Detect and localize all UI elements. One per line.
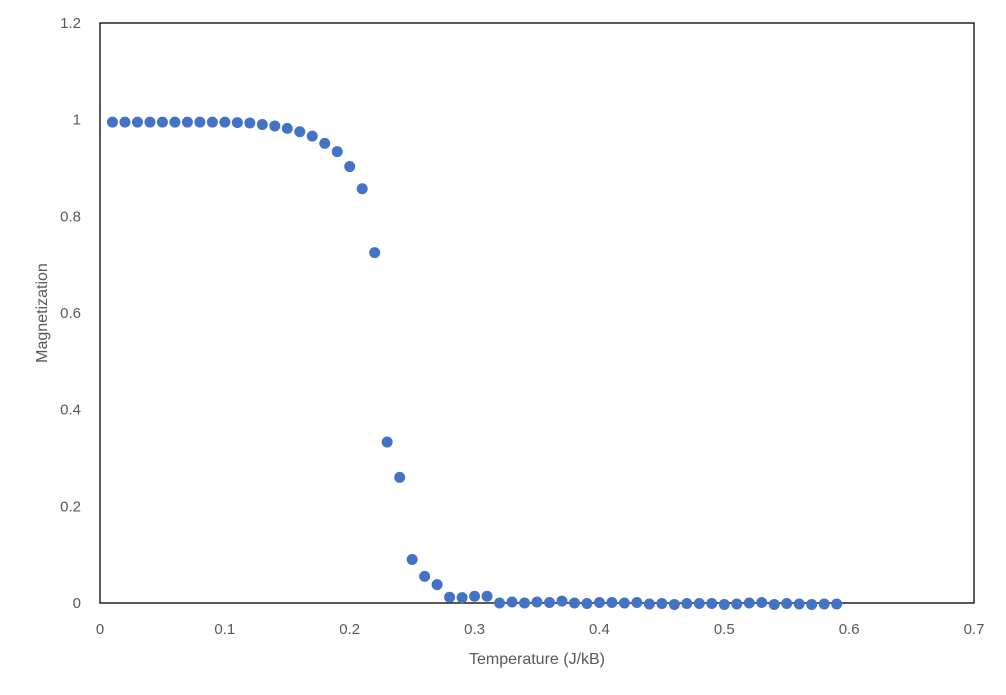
data-point bbox=[306, 130, 318, 142]
data-point bbox=[456, 592, 468, 604]
y-tick-label: 0.2 bbox=[60, 498, 81, 515]
data-point bbox=[369, 247, 381, 259]
data-point bbox=[481, 590, 493, 602]
data-point bbox=[406, 554, 418, 565]
data-point bbox=[131, 116, 143, 128]
data-point bbox=[144, 116, 156, 128]
data-point bbox=[519, 597, 531, 609]
data-point bbox=[231, 117, 243, 129]
data-point bbox=[568, 597, 580, 609]
data-point bbox=[244, 117, 256, 129]
data-point bbox=[618, 597, 630, 609]
data-point bbox=[718, 598, 730, 610]
data-point bbox=[469, 590, 481, 602]
x-tick-label: 0.4 bbox=[589, 621, 610, 638]
data-point bbox=[269, 120, 281, 132]
data-point bbox=[419, 570, 431, 582]
x-tick-label: 0.6 bbox=[839, 621, 860, 638]
x-tick-label: 0.2 bbox=[339, 621, 360, 638]
data-point bbox=[106, 116, 118, 128]
data-point bbox=[181, 116, 193, 128]
data-point bbox=[444, 591, 456, 603]
data-point bbox=[494, 597, 506, 609]
y-tick-label: 0.8 bbox=[60, 208, 81, 225]
y-tick-label: 1 bbox=[73, 112, 81, 129]
data-point bbox=[818, 598, 830, 610]
x-axis-title: Temperature (J/kB) bbox=[469, 651, 605, 668]
x-tick-label: 0.1 bbox=[214, 621, 235, 638]
data-point bbox=[768, 598, 780, 610]
data-point bbox=[331, 146, 343, 158]
data-point bbox=[194, 116, 206, 128]
y-tick-label: 1.2 bbox=[60, 15, 81, 32]
y-axis-ticks: 0 0.2 0.4 0.6 0.8 1 1.2 bbox=[60, 15, 81, 612]
data-point bbox=[831, 598, 843, 610]
data-point bbox=[643, 598, 655, 610]
data-points bbox=[106, 116, 843, 610]
data-point bbox=[606, 597, 618, 609]
data-point bbox=[356, 183, 368, 195]
data-point bbox=[806, 598, 818, 610]
data-point bbox=[344, 161, 356, 173]
data-point bbox=[743, 597, 755, 609]
data-point bbox=[793, 598, 805, 610]
y-tick-label: 0.6 bbox=[60, 305, 81, 322]
y-tick-label: 0.4 bbox=[60, 402, 81, 419]
y-tick-label: 0 bbox=[73, 595, 81, 612]
data-point bbox=[668, 598, 680, 610]
data-point bbox=[394, 471, 406, 483]
x-tick-label: 0.7 bbox=[964, 621, 985, 638]
x-tick-label: 0 bbox=[96, 621, 104, 638]
data-point bbox=[531, 596, 543, 608]
data-point bbox=[219, 116, 231, 128]
x-axis-ticks: 0 0.1 0.2 0.3 0.4 0.5 0.6 0.7 bbox=[96, 621, 985, 638]
data-point bbox=[169, 116, 181, 128]
data-point bbox=[381, 436, 393, 448]
data-point bbox=[556, 595, 568, 607]
data-point bbox=[256, 119, 268, 130]
data-point bbox=[781, 597, 793, 609]
data-point bbox=[656, 597, 668, 609]
data-point bbox=[543, 597, 555, 609]
data-point bbox=[319, 137, 331, 149]
data-point bbox=[631, 597, 643, 609]
data-point bbox=[431, 579, 443, 591]
data-point bbox=[693, 597, 705, 609]
data-point bbox=[119, 116, 131, 128]
data-point bbox=[281, 122, 293, 134]
data-point bbox=[581, 597, 593, 609]
data-point bbox=[681, 597, 693, 609]
x-tick-label: 0.3 bbox=[464, 621, 485, 638]
data-point bbox=[706, 597, 718, 609]
data-point bbox=[206, 116, 218, 128]
x-tick-label: 0.5 bbox=[714, 621, 735, 638]
data-point bbox=[506, 596, 518, 608]
data-point bbox=[294, 126, 306, 138]
y-axis-title: Magnetization bbox=[34, 263, 51, 363]
plot-area bbox=[99, 22, 975, 604]
data-point bbox=[731, 598, 743, 610]
data-point bbox=[156, 116, 168, 128]
data-point bbox=[593, 597, 605, 609]
data-point bbox=[756, 597, 768, 609]
